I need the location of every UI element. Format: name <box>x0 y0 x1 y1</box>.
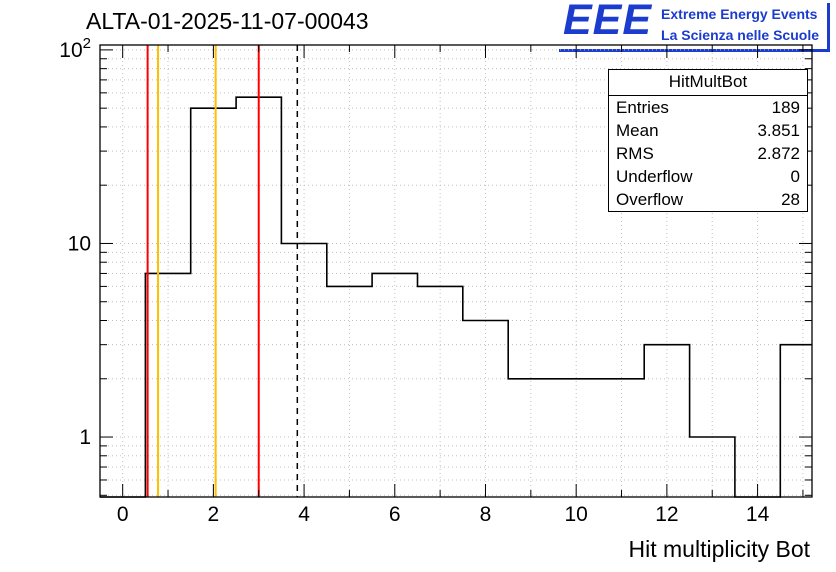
x-tick-label: 12 <box>655 503 678 526</box>
stats-value: 28 <box>781 190 800 209</box>
stats-label: Entries <box>616 98 669 117</box>
stats-label: RMS <box>616 144 654 163</box>
stats-row-underflow: Underflow 0 <box>609 165 807 188</box>
x-tick-label: 14 <box>746 503 770 526</box>
x-tick-label: 10 <box>564 503 587 526</box>
stats-label: Overflow <box>616 190 684 209</box>
x-tick-label: 4 <box>298 503 310 526</box>
y-tick-label: 10 <box>68 232 91 255</box>
stats-label: Underflow <box>616 167 693 186</box>
stats-label: Mean <box>616 121 659 140</box>
eee-logo: EEE Extreme Energy Events La Scienza nel… <box>559 0 830 52</box>
eee-logo-tagline-1: Extreme Energy Events <box>661 6 818 22</box>
eee-logo-tagline-2: La Scienza nelle Scuole <box>661 27 819 43</box>
x-tick-label: 2 <box>208 503 220 526</box>
x-tick-label: 8 <box>480 503 492 526</box>
stats-row-rms: RMS 2.872 <box>609 142 807 165</box>
stats-row-mean: Mean 3.851 <box>609 119 807 142</box>
plot-frame <box>99 44 813 498</box>
y-tick-label: 1 <box>79 426 91 449</box>
stats-value: 2.872 <box>757 144 800 163</box>
eee-logo-text: EEE <box>563 0 653 44</box>
stats-row-overflow: Overflow 28 <box>609 188 807 211</box>
stats-box: HitMultBot Entries 189 Mean 3.851 RMS 2.… <box>608 69 808 212</box>
histogram-outline <box>100 96 812 498</box>
stats-value: 3.851 <box>757 121 800 140</box>
stats-box-title: HitMultBot <box>609 70 807 96</box>
plot-title: ALTA-01-2025-11-07-00043 <box>86 8 369 34</box>
x-axis-label: Hit multiplicity Bot <box>628 536 810 562</box>
stats-value: 189 <box>771 98 800 117</box>
eee-logo-taglines: Extreme Energy Events La Scienza nelle S… <box>661 3 819 46</box>
x-tick-label: 6 <box>389 503 401 526</box>
x-tick-label: 0 <box>117 503 129 526</box>
y-tick-label: 102 <box>59 35 91 62</box>
stats-row-entries: Entries 189 <box>609 96 807 119</box>
stats-value: 0 <box>790 167 800 186</box>
